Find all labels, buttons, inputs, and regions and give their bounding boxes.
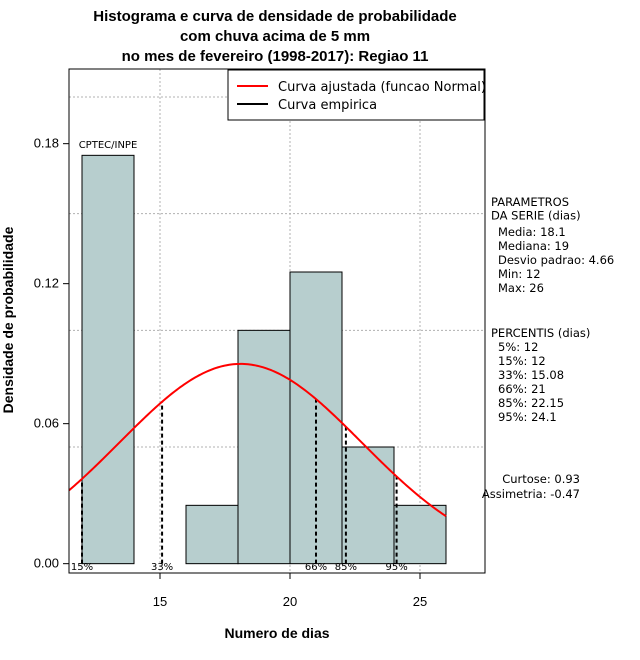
parametros-item: Max: 26 xyxy=(498,281,544,295)
percentis-item: 5%: 12 xyxy=(498,340,538,354)
chart-title-line: no mes de fevereiro (1998-2017): Regiao … xyxy=(122,48,429,65)
chart-title-line: Histograma e curva de densidade de proba… xyxy=(93,8,456,25)
y-tick-label: 0.00 xyxy=(34,556,59,571)
y-tick-label: 0.12 xyxy=(34,276,59,291)
percentis-item: 15%: 12 xyxy=(498,354,546,368)
percentis-item: 95%: 24.1 xyxy=(498,410,557,424)
shape-stat: Curtose: 0.93 xyxy=(502,472,580,486)
percentile-label: 66% xyxy=(305,562,327,573)
parametros-heading: PARAMETROS xyxy=(491,195,569,209)
percentis-heading: PERCENTIS (dias) xyxy=(491,326,590,340)
x-tick-label: 15 xyxy=(153,594,167,609)
parametros-item: Desvio padrao: 4.66 xyxy=(498,253,614,267)
source-annotation: CPTEC/INPE xyxy=(79,140,138,151)
y-tick-label: 0.18 xyxy=(34,136,59,151)
percentis-item: 33%: 15.08 xyxy=(498,368,564,382)
parametros-item: Mediana: 19 xyxy=(498,239,569,253)
percentile-label: 85% xyxy=(335,562,357,573)
y-axis-label: Densidade de probabilidade xyxy=(0,226,16,413)
normal-curve-line xyxy=(69,362,447,518)
histogram-bar xyxy=(341,446,395,565)
legend-label: Curva ajustada (funcao Normal) xyxy=(278,80,486,95)
shape-stat: Assimetria: -0.47 xyxy=(482,487,580,501)
parametros-item: Min: 12 xyxy=(498,267,541,281)
percentis-item: 66%: 21 xyxy=(498,382,546,396)
legend-label: Curva empirica xyxy=(278,98,377,113)
histogram-bar xyxy=(185,504,239,565)
x-tick-label: 20 xyxy=(283,594,297,609)
parametros-heading: DA SERIE (dias) xyxy=(491,209,581,223)
percentile-label: 33% xyxy=(151,562,173,573)
percentis-item: 85%: 22.15 xyxy=(498,396,564,410)
percentile-label: 15% xyxy=(71,562,93,573)
x-tick-label: 25 xyxy=(413,594,427,609)
plot-frame xyxy=(68,68,486,574)
histogram-bar xyxy=(81,154,135,565)
histogram-bar xyxy=(237,329,291,565)
x-axis-label: Numero de dias xyxy=(224,625,329,641)
legend-box xyxy=(227,69,485,121)
parametros-item: Media: 18.1 xyxy=(498,225,566,239)
histogram-bar xyxy=(289,271,343,565)
y-tick-label: 0.06 xyxy=(34,416,59,431)
chart-title-line: com chuva acima de 5 mm xyxy=(180,28,370,45)
histogram-bar xyxy=(393,504,447,565)
percentile-label: 95% xyxy=(385,562,407,573)
